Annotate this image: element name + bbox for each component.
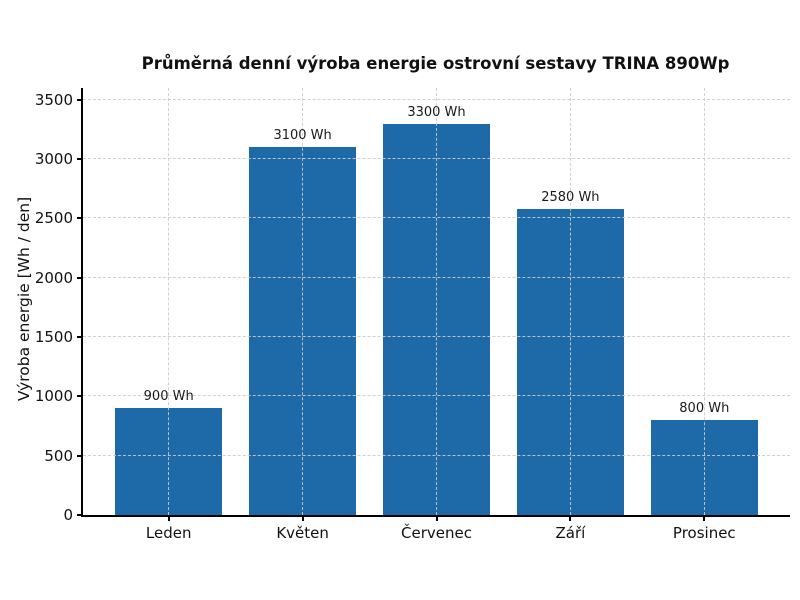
chart-title: Průměrná denní výroba energie ostrovní s…: [141, 54, 730, 73]
v-gridline: [168, 88, 170, 515]
y-tick-mark: [77, 158, 81, 161]
y-tick-label: 0: [63, 506, 73, 524]
bar-value-label: 3100 Wh: [273, 128, 332, 144]
x-tick-mark: [167, 517, 170, 521]
x-tick-label: Květen: [276, 524, 329, 542]
y-tick-mark: [77, 514, 81, 516]
y-tick-label: 2000: [34, 268, 73, 287]
x-tick-label: Červenec: [401, 524, 472, 542]
y-tick-label: 2500: [34, 209, 73, 228]
v-gridline: [302, 88, 304, 515]
y-tick-mark: [77, 395, 81, 398]
y-tick-mark: [77, 454, 81, 457]
y-tick-mark: [77, 217, 81, 220]
y-tick-label: 500: [44, 446, 73, 465]
y-tick-mark: [77, 336, 81, 339]
v-gridline: [703, 88, 705, 515]
x-tick-mark: [703, 517, 706, 521]
bar-value-label: 2580 Wh: [541, 189, 600, 205]
x-tick-label: Prosinec: [672, 524, 736, 542]
x-tick-label: Leden: [145, 524, 192, 542]
plot-area: 900 Wh 3100 Wh 3300 Wh 2580 Wh 800 Wh: [81, 88, 790, 517]
v-gridline: [569, 88, 571, 515]
y-tick-mark: [77, 276, 81, 279]
y-tick-label: 1500: [34, 328, 73, 347]
bar-value-label: 900 Wh: [143, 389, 194, 405]
bar-value-label: 3300 Wh: [407, 104, 466, 120]
y-tick-label: 1000: [34, 387, 73, 406]
v-gridline: [436, 88, 437, 515]
y-tick-label: 3500: [34, 90, 73, 109]
bar-value-label: 800 Wh: [679, 401, 730, 417]
y-tick-label: 3000: [34, 150, 73, 169]
x-tick-mark: [435, 517, 438, 521]
x-tick-mark: [301, 517, 304, 521]
x-tick-mark: [569, 517, 572, 521]
y-tick-mark: [77, 98, 81, 101]
x-tick-label: Září: [555, 524, 586, 542]
